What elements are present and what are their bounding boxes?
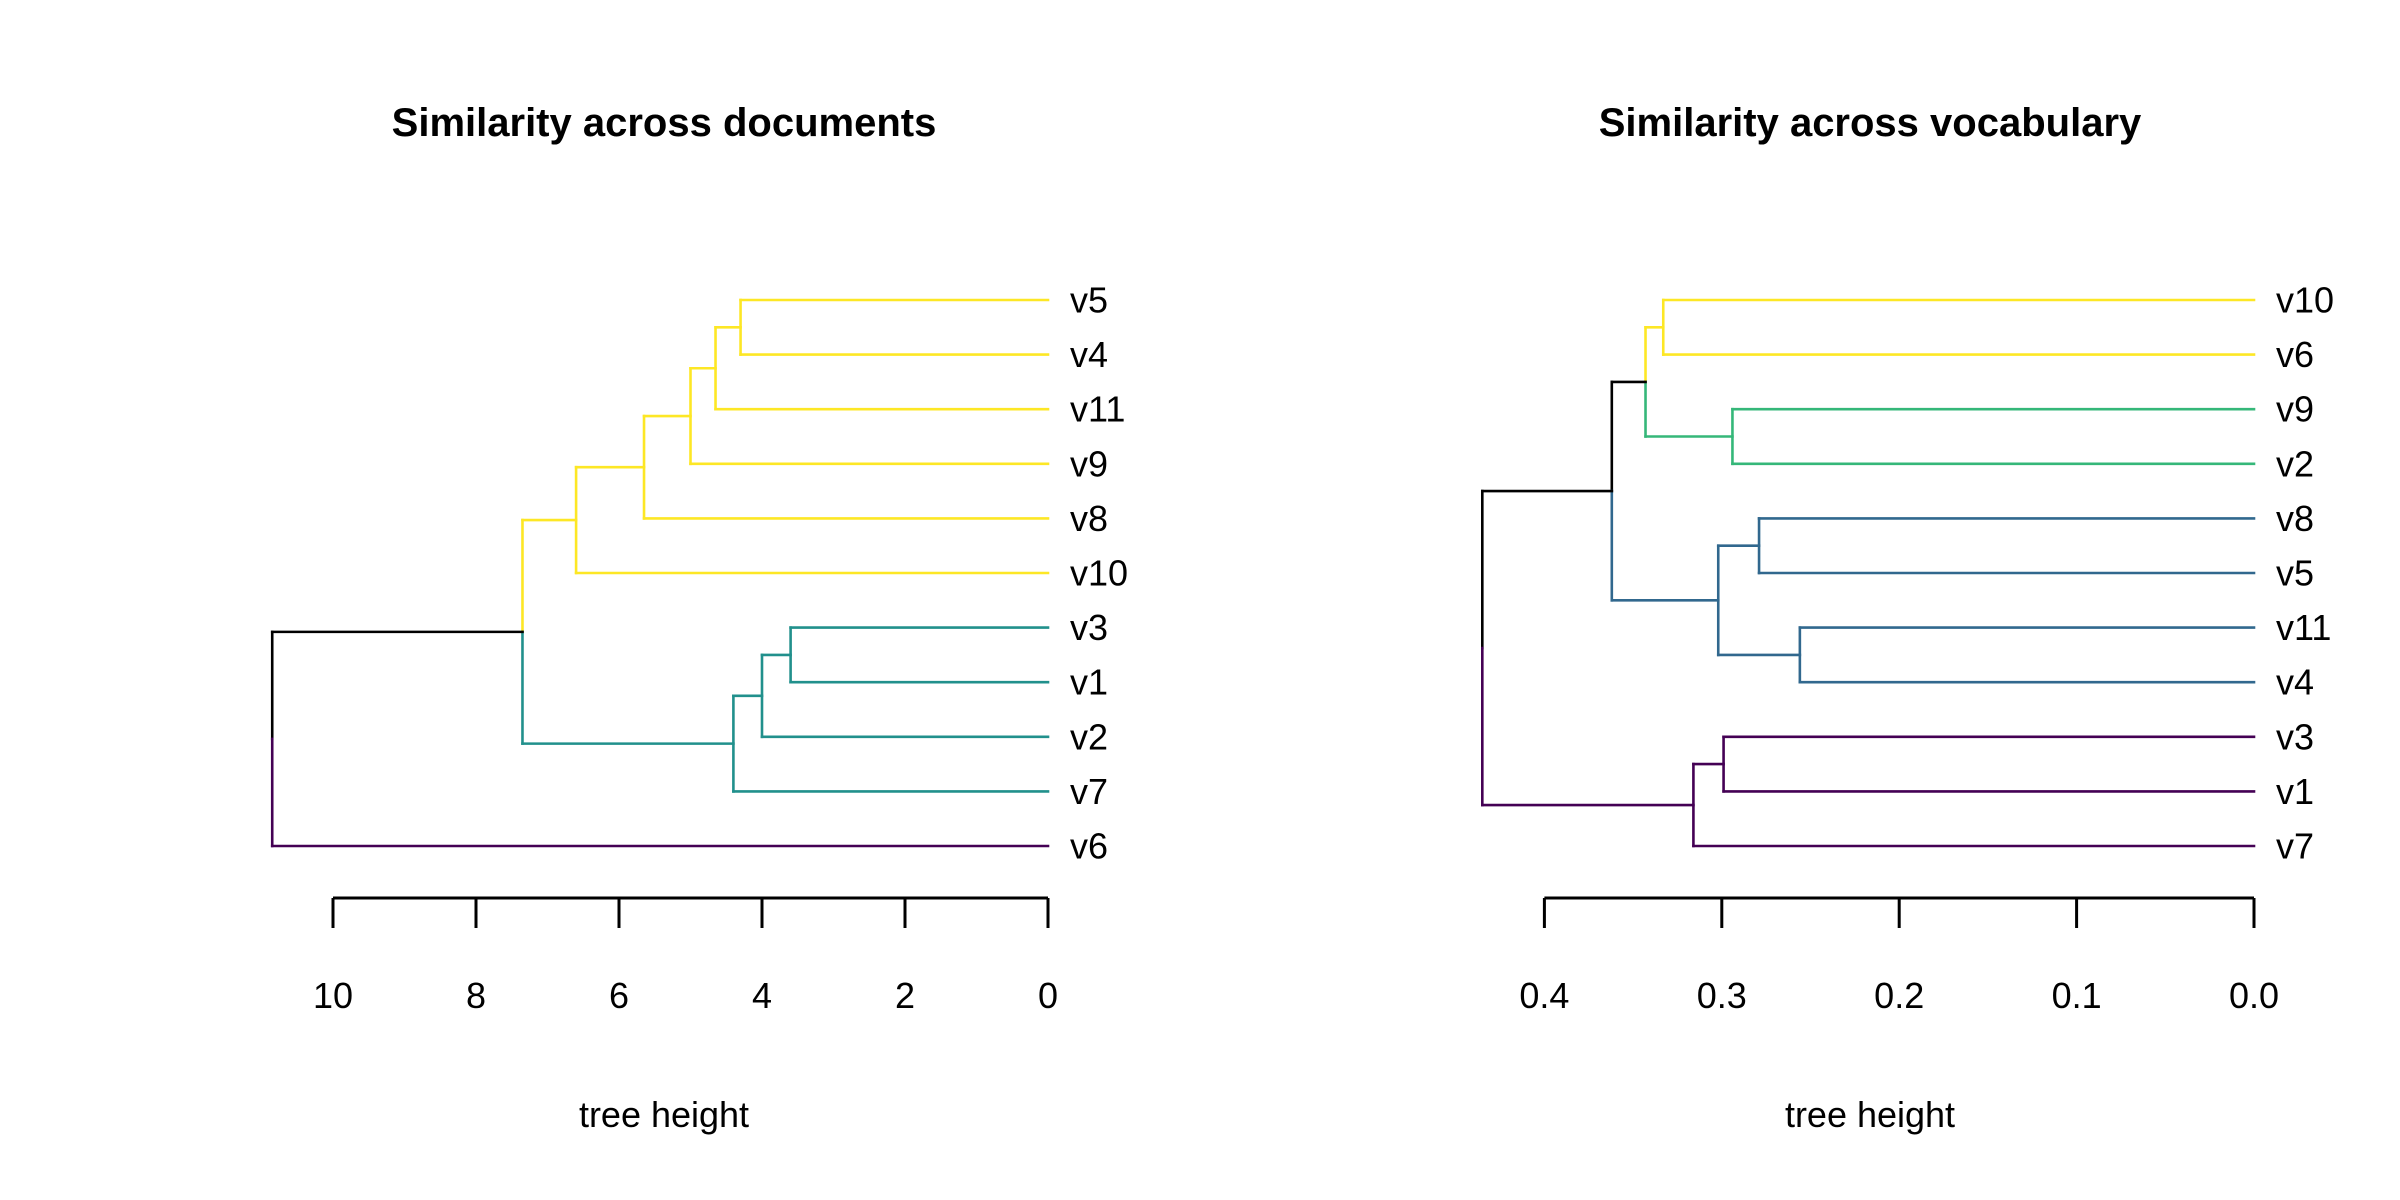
- leaf-label-v8: v8: [1070, 498, 1108, 539]
- leaf-label-v4: v4: [1070, 334, 1108, 375]
- axis-tick-label: 6: [609, 975, 629, 1016]
- leaf-label-v7: v7: [1070, 771, 1108, 812]
- axis-tick-label: 4: [752, 975, 772, 1016]
- axis-tick-label: 0: [1038, 975, 1058, 1016]
- axis-tick-label: 8: [466, 975, 486, 1016]
- leaf-label-v9: v9: [1070, 443, 1108, 484]
- axis-vocabulary: 0.4 0.3 0.2 0.1 0.0: [1519, 896, 2279, 1016]
- axis-documents: 10 8 6 4 2 0: [313, 896, 1058, 1016]
- leaf-labels-documents: v5 v4 v11 v9 v8 v10 v3 v1 v2 v7 v6: [1070, 280, 1128, 867]
- leaf-label-v7: v7: [2276, 826, 2314, 867]
- leaf-label-v2: v2: [2276, 443, 2314, 484]
- axis-tick-label: 0.3: [1697, 975, 1747, 1016]
- axis-tick-label: 0.1: [2052, 975, 2102, 1016]
- axis-title-vocabulary: tree height: [1785, 1094, 1955, 1135]
- panel-title-vocabulary: Similarity across vocabulary: [1599, 101, 2142, 145]
- axis-title-documents: tree height: [579, 1094, 749, 1135]
- leaf-label-v1: v1: [2276, 771, 2314, 812]
- panel-vocabulary: Similarity across vocabulary v10 v6 v9 v2 v8…: [1481, 101, 2334, 1135]
- axis-tick-label: 0.4: [1519, 975, 1569, 1016]
- leaf-label-v6: v6: [1070, 826, 1108, 867]
- axis-tick-label: 0.2: [1874, 975, 1924, 1016]
- leaf-label-v9: v9: [2276, 389, 2314, 430]
- leaf-label-v4: v4: [2276, 662, 2314, 703]
- leaf-label-v8: v8: [2276, 498, 2314, 539]
- panel-title-documents: Similarity across documents: [392, 101, 937, 145]
- panel-documents: Similarity across documents v5v4v11v9v8v…: [270, 101, 1128, 1135]
- leaf-label-v3: v3: [2276, 716, 2314, 757]
- leaf-label-v2: v2: [1070, 716, 1108, 757]
- axis-tick-label: 2: [895, 975, 915, 1016]
- leaf-label-v3: v3: [1070, 607, 1108, 648]
- leaf-labels-vocabulary: v10 v6 v9 v2 v8 v5 v11 v4 v3 v1 v7: [2276, 280, 2334, 867]
- axis-tick-label: 10: [313, 975, 353, 1016]
- leaf-label-v1: v1: [1070, 662, 1108, 703]
- leaf-label-v6: v6: [2276, 334, 2314, 375]
- leaf-label-v11: v11: [1070, 389, 1125, 430]
- leaf-label-v5: v5: [2276, 553, 2314, 594]
- leaf-label-v11: v11: [2276, 607, 2331, 648]
- axis-tick-label: 0.0: [2229, 975, 2279, 1016]
- leaf-label-v10: v10: [1070, 553, 1128, 594]
- leaf-label-v10: v10: [2276, 280, 2334, 321]
- branches-vocabulary: [1481, 298, 2256, 848]
- branches-documents: [270, 298, 1050, 848]
- leaf-label-v5: v5: [1070, 280, 1108, 321]
